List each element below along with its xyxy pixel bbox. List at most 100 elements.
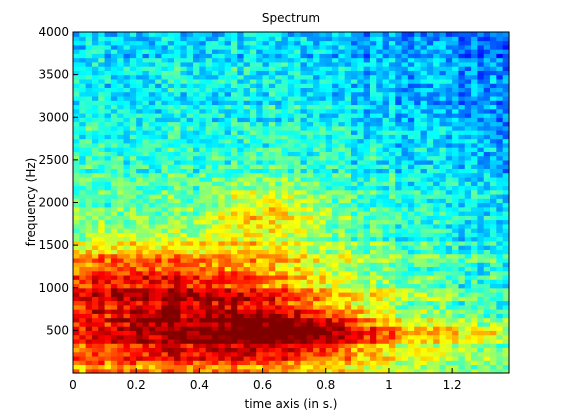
heatmap-cell bbox=[452, 279, 460, 285]
heatmap-cell bbox=[91, 236, 99, 242]
heatmap-cell bbox=[155, 193, 163, 199]
heatmap-cell bbox=[91, 245, 99, 250]
heatmap-cell bbox=[161, 351, 169, 357]
heatmap-cell bbox=[98, 262, 106, 268]
heatmap-cell bbox=[414, 228, 422, 233]
heatmap-cell bbox=[351, 155, 358, 161]
heatmap-cell bbox=[313, 112, 321, 118]
heatmap-cell bbox=[388, 355, 396, 361]
heatmap-cell bbox=[136, 108, 144, 114]
heatmap-cell bbox=[357, 236, 365, 242]
heatmap-cell bbox=[439, 168, 447, 174]
heatmap-cell bbox=[395, 49, 403, 54]
heatmap-cell bbox=[294, 364, 302, 370]
heatmap-cell bbox=[388, 108, 396, 114]
heatmap-cell bbox=[433, 159, 441, 165]
heatmap-cell bbox=[91, 78, 99, 84]
heatmap-cell bbox=[332, 274, 339, 280]
heatmap-cell bbox=[237, 49, 245, 54]
heatmap-cell bbox=[388, 134, 396, 140]
heatmap-cell bbox=[439, 66, 447, 71]
heatmap-cell bbox=[230, 343, 238, 349]
heatmap-cell bbox=[401, 91, 409, 97]
heatmap-cell bbox=[445, 309, 453, 314]
heatmap-cell bbox=[414, 274, 422, 280]
heatmap-cell bbox=[332, 151, 339, 157]
heatmap-cell bbox=[262, 147, 270, 152]
heatmap-cell bbox=[218, 164, 226, 169]
heatmap-cell bbox=[439, 351, 447, 357]
heatmap-cell bbox=[230, 338, 238, 344]
heatmap-cell bbox=[414, 317, 422, 323]
heatmap-cell bbox=[237, 134, 245, 140]
heatmap-cell bbox=[382, 228, 390, 233]
heatmap-cell bbox=[237, 87, 245, 93]
heatmap-cell bbox=[73, 270, 80, 276]
heatmap-cell bbox=[420, 117, 428, 123]
heatmap-cell bbox=[249, 53, 257, 59]
heatmap-cell bbox=[161, 309, 169, 314]
heatmap-cell bbox=[464, 283, 472, 289]
heatmap-cell bbox=[243, 172, 251, 178]
heatmap-cell bbox=[110, 368, 118, 374]
heatmap-cell bbox=[369, 117, 377, 123]
heatmap-cell bbox=[458, 219, 466, 225]
heatmap-cell bbox=[357, 155, 365, 161]
heatmap-cell bbox=[167, 172, 175, 178]
heatmap-cell bbox=[104, 257, 112, 263]
heatmap-cell bbox=[275, 343, 283, 349]
heatmap-cell bbox=[249, 57, 257, 63]
heatmap-cell bbox=[414, 36, 422, 42]
heatmap-cell bbox=[363, 61, 371, 67]
heatmap-cell bbox=[167, 168, 175, 174]
heatmap-cell bbox=[256, 70, 264, 76]
heatmap-cell bbox=[224, 300, 232, 306]
heatmap-cell bbox=[142, 181, 150, 187]
heatmap-cell bbox=[275, 134, 283, 140]
heatmap-cell bbox=[464, 266, 472, 272]
heatmap-cell bbox=[79, 91, 87, 97]
heatmap-cell bbox=[357, 185, 365, 191]
heatmap-cell bbox=[313, 330, 321, 336]
heatmap-cell bbox=[193, 304, 200, 310]
heatmap-cell bbox=[155, 151, 163, 157]
heatmap-cell bbox=[294, 61, 302, 67]
heatmap-cell bbox=[452, 351, 460, 357]
heatmap-cell bbox=[281, 168, 289, 174]
heatmap-cell bbox=[313, 309, 321, 314]
heatmap-cell bbox=[256, 104, 264, 110]
heatmap-cell bbox=[426, 317, 434, 323]
heatmap-cell bbox=[256, 283, 264, 289]
heatmap-cell bbox=[294, 57, 302, 63]
heatmap-cell bbox=[281, 262, 289, 268]
heatmap-cell bbox=[300, 100, 308, 106]
heatmap-cell bbox=[155, 100, 163, 106]
heatmap-cell bbox=[262, 338, 270, 344]
heatmap-cell bbox=[363, 253, 371, 259]
heatmap-cell bbox=[148, 355, 156, 361]
heatmap-cell bbox=[224, 32, 232, 37]
heatmap-cell bbox=[439, 364, 447, 370]
heatmap-cell bbox=[91, 40, 99, 46]
heatmap-cell bbox=[117, 343, 125, 349]
heatmap-cell bbox=[420, 236, 428, 242]
heatmap-cell bbox=[325, 368, 333, 374]
heatmap-cell bbox=[91, 368, 99, 374]
heatmap-cell bbox=[420, 181, 428, 187]
heatmap-cell bbox=[313, 117, 321, 123]
heatmap-cell bbox=[268, 95, 276, 101]
heatmap-cell bbox=[73, 151, 80, 157]
heatmap-cell bbox=[205, 70, 213, 76]
heatmap-cell bbox=[319, 257, 327, 263]
heatmap-cell bbox=[363, 168, 371, 174]
heatmap-cell bbox=[212, 66, 219, 71]
heatmap-cell bbox=[363, 292, 371, 297]
heatmap-cell bbox=[199, 176, 207, 182]
heatmap-cell bbox=[388, 317, 396, 323]
heatmap-cell bbox=[186, 313, 194, 319]
heatmap-cell bbox=[306, 142, 314, 148]
heatmap-cell bbox=[344, 151, 352, 157]
heatmap-cell bbox=[193, 202, 200, 208]
heatmap-cell bbox=[458, 360, 466, 366]
heatmap-cell bbox=[445, 279, 453, 285]
